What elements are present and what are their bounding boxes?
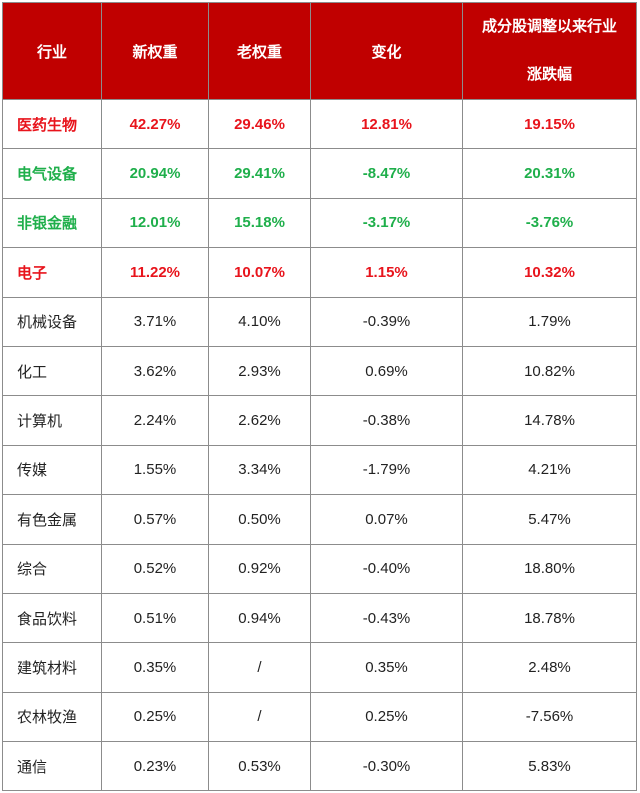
cell-change: -0.40% [310,543,463,594]
header-new-weight: 新权重 [101,2,209,100]
table-row: 医药生物 42.27% 29.46% 12.81% 19.15% [2,98,637,150]
cell-new-weight: 0.51% [101,592,209,644]
cell-since-adjustment: 1.79% [462,296,637,347]
cell-change: -0.39% [310,296,463,347]
cell-since-adjustment: 20.31% [462,148,637,199]
cell-new-weight: 0.23% [101,741,209,792]
cell-old-weight: 29.41% [208,148,311,199]
cell-industry: 有色金属 [2,494,102,545]
cell-new-weight: 0.35% [101,642,209,693]
cell-change: -0.30% [310,741,463,792]
cell-industry: 电气设备 [2,148,102,199]
table-row: 电子 11.22% 10.07% 1.15% 10.32% [2,247,637,298]
cell-industry: 医药生物 [2,98,102,150]
cell-old-weight: 0.94% [208,592,311,644]
cell-industry: 计算机 [2,395,102,446]
cell-old-weight: 29.46% [208,98,311,150]
table-row: 综合 0.52% 0.92% -0.40% 18.80% [2,543,637,594]
cell-change: 0.35% [310,642,463,693]
cell-since-adjustment: 4.21% [462,444,637,496]
cell-since-adjustment: 14.78% [462,395,637,446]
cell-change: -0.38% [310,395,463,446]
cell-change: -1.79% [310,444,463,496]
cell-new-weight: 1.55% [101,444,209,496]
cell-old-weight: 2.62% [208,395,311,446]
cell-old-weight: / [208,642,311,693]
cell-new-weight: 20.94% [101,148,209,199]
table-row: 建筑材料 0.35%/0.35% 2.48% [2,642,637,693]
cell-new-weight: 2.24% [101,395,209,446]
cell-industry: 机械设备 [2,296,102,347]
table-row: 传媒 1.55% 3.34% -1.79% 4.21% [2,444,637,496]
cell-new-weight: 3.62% [101,345,209,397]
header-since-line2: 涨跌幅 [526,66,572,83]
table-row: 化工 3.62% 2.93% 0.69% 10.82% [2,345,637,397]
cell-change: 0.25% [310,691,463,743]
cell-new-weight: 0.52% [101,543,209,594]
cell-industry: 建筑材料 [2,642,102,693]
cell-old-weight: 0.50% [208,494,311,545]
cell-industry: 通信 [2,741,102,792]
cell-change: 12.81% [310,98,463,150]
table-row: 非银金融 12.01% 15.18% -3.17% -3.76% [2,197,637,249]
cell-old-weight: 15.18% [208,197,311,249]
cell-industry: 非银金融 [2,197,102,249]
cell-new-weight: 0.57% [101,494,209,545]
cell-old-weight: 0.92% [208,543,311,594]
cell-industry: 农林牧渔 [2,691,102,743]
cell-new-weight: 11.22% [101,247,209,298]
cell-since-adjustment: 18.80% [462,543,637,594]
cell-industry: 综合 [2,543,102,594]
cell-since-adjustment: 5.83% [462,741,637,792]
cell-old-weight: 0.53% [208,741,311,792]
table-body: 医药生物 42.27% 29.46% 12.81% 19.15% 电气设备 20.94% 29… [2,98,637,792]
cell-industry: 化工 [2,345,102,397]
cell-change: 0.07% [310,494,463,545]
cell-industry: 电子 [2,247,102,298]
header-old-weight: 老权重 [208,2,311,100]
table-row: 农林牧渔 0.25%/0.25% -7.56% [2,691,637,743]
table-row: 电气设备 20.94% 29.41% -8.47% 20.31% [2,148,637,199]
cell-old-weight: 4.10% [208,296,311,347]
cell-change: -0.43% [310,592,463,644]
header-since-line1: 成分股调整以来行业 [481,18,617,35]
cell-change: 0.69% [310,345,463,397]
cell-new-weight: 42.27% [101,98,209,150]
cell-since-adjustment: 5.47% [462,494,637,545]
table-row: 机械设备 3.71% 4.10% -0.39% 1.79% [2,296,637,347]
cell-change: -8.47% [310,148,463,199]
cell-old-weight: 2.93% [208,345,311,397]
cell-since-adjustment: 2.48% [462,642,637,693]
cell-change: 1.15% [310,247,463,298]
cell-old-weight: 3.34% [208,444,311,496]
table-row: 食品饮料 0.51% 0.94% -0.43% 18.78% [2,592,637,644]
cell-change: -3.17% [310,197,463,249]
header-since-adjustment: 成分股调整以来行业 涨跌幅 [462,2,637,100]
cell-industry: 传媒 [2,444,102,496]
table-row: 通信 0.23% 0.53% -0.30% 5.83% [2,741,637,792]
table-row: 计算机 2.24% 2.62% -0.38% 14.78% [2,395,637,446]
cell-since-adjustment: 19.15% [462,98,637,150]
cell-new-weight: 3.71% [101,296,209,347]
cell-new-weight: 0.25% [101,691,209,743]
cell-new-weight: 12.01% [101,197,209,249]
header-row: 行业 新权重 老权重 变化 成分股调整以来行业 涨跌幅 [2,2,637,100]
cell-since-adjustment: 10.82% [462,345,637,397]
cell-old-weight: 10.07% [208,247,311,298]
cell-since-adjustment: -7.56% [462,691,637,743]
header-industry: 行业 [2,2,102,100]
cell-since-adjustment: 10.32% [462,247,637,298]
cell-since-adjustment: -3.76% [462,197,637,249]
cell-since-adjustment: 18.78% [462,592,637,644]
header-change: 变化 [310,2,463,100]
cell-industry: 食品饮料 [2,592,102,644]
table-row: 有色金属 0.57% 0.50% 0.07% 5.47% [2,494,637,545]
cell-old-weight: / [208,691,311,743]
